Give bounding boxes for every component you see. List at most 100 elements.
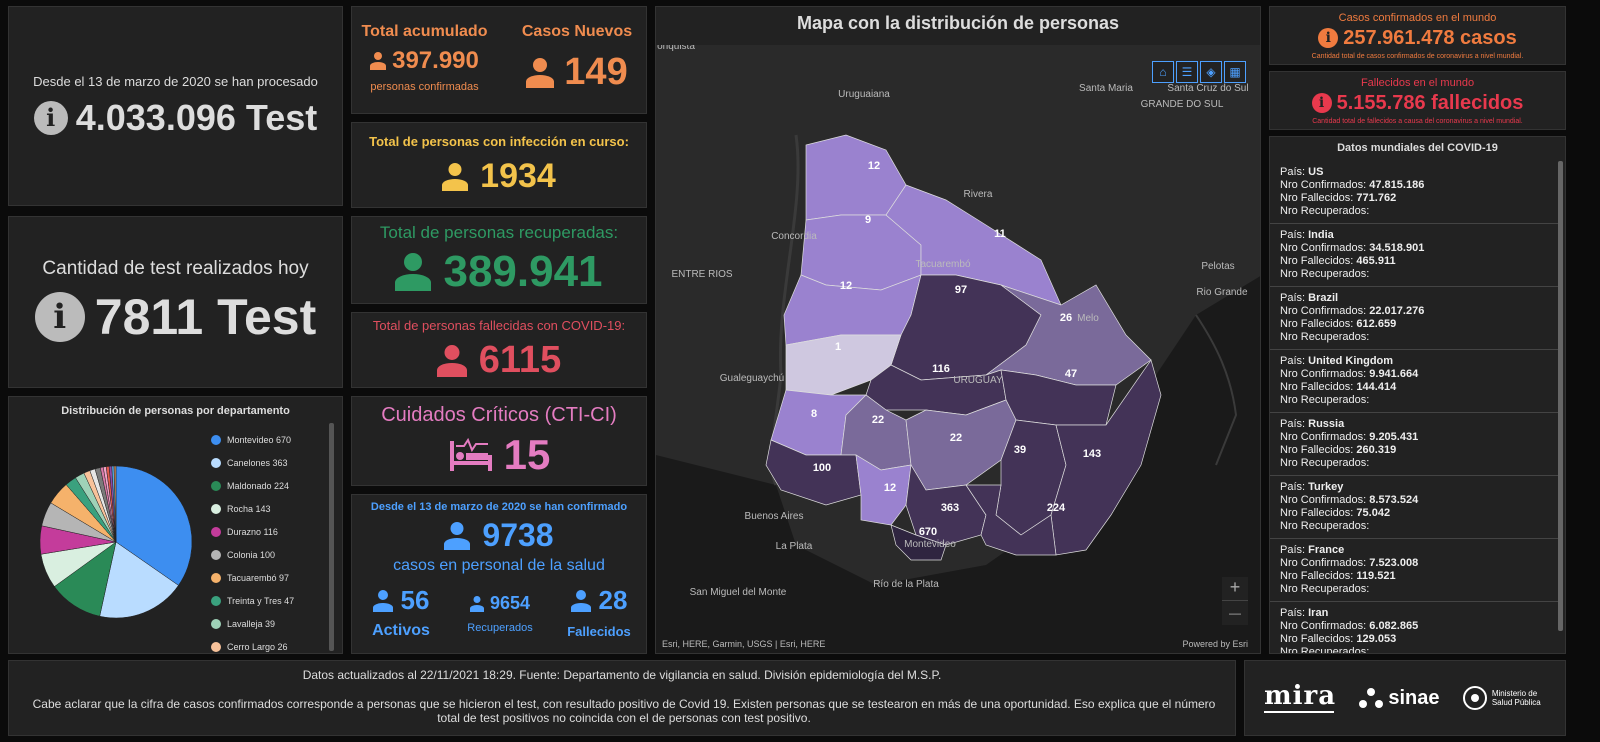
place-label: Melo <box>1077 313 1099 324</box>
country-field: Nro Confirmados: 8.573.524 <box>1280 494 1419 506</box>
chart-legend: Montevideo 670 Canelones 363 Maldonado 224… <box>211 428 321 653</box>
country-item[interactable]: País: Brazil Nro Confirmados: 22.017.276 N… <box>1270 287 1560 350</box>
info-icon: i <box>1318 28 1339 48</box>
country-item[interactable]: País: India Nro Confirmados: 34.518.901 Nr… <box>1270 224 1560 287</box>
info-icon: i <box>33 100 68 135</box>
layers-icon[interactable]: ◈ <box>1200 61 1222 83</box>
active-value: 1934 <box>480 157 556 195</box>
legend-item[interactable]: Montevideo 670 <box>211 428 321 451</box>
region-count-label: 39 <box>1014 444 1026 456</box>
health-staff-since: Desde el 13 de marzo de 2020 se han conf… <box>370 501 628 513</box>
active-panel: Total de personas con infección en curso… <box>351 122 647 208</box>
country-field: Nro Recuperados: <box>1280 457 1370 469</box>
country-field: Nro Confirmados: 6.082.865 <box>1280 620 1419 632</box>
recovered-title: Total de personas recuperadas: <box>379 223 619 242</box>
map-title: Mapa con la distribución de personas <box>656 7 1260 45</box>
country-item[interactable]: País: France Nro Confirmados: 7.523.008 Nr… <box>1270 539 1560 602</box>
country-item[interactable]: País: Russia Nro Confirmados: 9.205.431 Nr… <box>1270 413 1560 476</box>
country-field: Nro Recuperados: <box>1280 646 1370 654</box>
country-field: País: US <box>1280 166 1324 178</box>
legend-item[interactable]: Lavalleja 39 <box>211 612 321 635</box>
legend-item[interactable]: Rocha 143 <box>211 497 321 520</box>
country-field: Nro Confirmados: 7.523.008 <box>1280 557 1419 569</box>
country-item[interactable]: País: Turkey Nro Confirmados: 8.573.524 Nr… <box>1270 476 1560 539</box>
region-count-label: 12 <box>840 280 852 292</box>
deceased-value: 6115 <box>478 339 562 381</box>
legend-list-icon[interactable]: ☰ <box>1176 61 1198 83</box>
tests-today-label: Cantidad de test realizados hoy <box>42 258 309 279</box>
place-label: onquista <box>657 45 695 52</box>
zoom-in-button[interactable]: + <box>1222 577 1248 601</box>
staff-deceased-label: Fallecidos <box>567 624 631 639</box>
legend-item[interactable]: Durazno 116 <box>211 520 321 543</box>
legend-swatch <box>211 549 221 560</box>
country-list[interactable]: País: US Nro Confirmados: 47.815.186 Nro F… <box>1270 161 1560 654</box>
country-field: Nro Fallecidos: 75.042 <box>1280 507 1391 519</box>
legend-label: Colonia 100 <box>227 549 276 560</box>
country-field: País: Russia <box>1280 418 1345 430</box>
legend-label: Tacuarembó 97 <box>227 572 290 583</box>
country-field: Nro Fallecidos: 465.911 <box>1280 255 1396 267</box>
region-count-label: 26 <box>1060 312 1072 324</box>
place-label: Tacuarembó <box>915 259 970 270</box>
basemap-gallery-icon[interactable]: ▦ <box>1224 61 1246 83</box>
person-icon <box>372 589 393 612</box>
legend-scrollbar[interactable] <box>329 423 334 651</box>
country-item[interactable]: País: United Kingdom Nro Confirmados: 9.9… <box>1270 350 1560 413</box>
country-field: Nro Recuperados: <box>1280 331 1370 343</box>
map-controls: ⌂ ☰ ◈ ▦ <box>1150 61 1246 83</box>
country-item[interactable]: País: Iran Nro Confirmados: 6.082.865 Nro … <box>1270 602 1560 654</box>
staff-active-value: 56 <box>400 585 430 615</box>
place-label: La Plata <box>776 541 813 552</box>
deceased-title: Total de personas fallecidas con COVID-1… <box>372 318 626 333</box>
legend-item[interactable]: Cerro Largo 26 <box>211 635 321 653</box>
legend-item[interactable]: Colonia 100 <box>211 543 321 566</box>
footer-updated: Datos actualizados al 22/11/2021 18:29. … <box>302 668 942 682</box>
country-item[interactable]: País: US Nro Confirmados: 47.815.186 Nro F… <box>1270 161 1560 224</box>
country-field: Nro Fallecidos: 612.659 <box>1280 318 1397 330</box>
legend-item[interactable]: Canelones 363 <box>211 451 321 474</box>
country-field: País: France <box>1280 544 1345 556</box>
home-icon[interactable]: ⌂ <box>1152 61 1174 83</box>
country-field: Nro Fallecidos: 144.414 <box>1280 381 1397 393</box>
country-list-scrollbar[interactable] <box>1558 161 1563 631</box>
pie-slice[interactable] <box>99 541 179 619</box>
staff-recovered-value: 9654 <box>489 593 531 613</box>
legend-item[interactable]: Treinta y Tres 47 <box>211 589 321 612</box>
powered-by-esri[interactable]: Powered by Esri <box>1182 639 1248 649</box>
legend-label: Cerro Largo 26 <box>227 641 288 652</box>
world-deaths-title: Fallecidos en el mundo <box>1360 76 1475 89</box>
country-field: Nro Recuperados: <box>1280 520 1370 532</box>
world-confirmed-title: Casos confirmados en el mundo <box>1338 11 1497 24</box>
pie-slice[interactable] <box>115 465 193 586</box>
country-field: Nro Confirmados: 34.518.901 <box>1280 242 1425 254</box>
country-field: Nro Confirmados: 9.205.431 <box>1280 431 1419 443</box>
place-label: Montevideo <box>904 539 956 550</box>
legend-item[interactable]: Maldonado 224 <box>211 474 321 497</box>
info-icon: i <box>1311 93 1332 113</box>
legend-swatch <box>211 572 221 583</box>
pie-slice[interactable] <box>113 465 117 543</box>
legend-swatch <box>211 595 221 606</box>
critical-care-panel: Cuidados Críticos (CTI-CI) 15 <box>351 396 647 486</box>
place-label: Gualeguaychú <box>720 373 785 384</box>
dept-rocha <box>1050 359 1162 556</box>
msp-logo-text: Ministerio de Salud Pública <box>1491 689 1541 707</box>
world-confirmed-panel: Casos confirmados en el mundo i 257.961.… <box>1269 6 1566 65</box>
chart-title: Distribución de personas por departament… <box>61 405 290 417</box>
country-field: Nro Fallecidos: 129.053 <box>1280 633 1397 645</box>
legend-item[interactable]: Tacuarembó 97 <box>211 566 321 589</box>
legend-label: Rocha 143 <box>227 503 271 514</box>
legend-label: Durazno 116 <box>227 526 278 537</box>
zoom-out-button[interactable]: — <box>1222 601 1248 625</box>
info-icon: i <box>34 292 85 342</box>
legend-swatch <box>211 434 221 445</box>
msp-logo: Ministerio de Salud Pública <box>1462 683 1546 713</box>
uruguay-map[interactable]: 12 9 11 12 97 26 1 116 47 8 22 22 39 143 100 12 363 224 67… <box>656 45 1261 653</box>
map-attribution: Esri, HERE, Garmin, USGS | Esri, HERE <box>662 639 826 649</box>
country-field: Nro Recuperados: <box>1280 268 1370 280</box>
country-field: Nro Fallecidos: 119.521 <box>1280 570 1396 582</box>
map-region-labels: 12 9 11 12 97 26 1 116 47 8 22 22 39 143 100 12 363 224 67… <box>811 160 1101 538</box>
country-field: Nro Recuperados: <box>1280 205 1370 217</box>
world-deaths-sub: Cantidad total de fallecidos a causa del… <box>1312 117 1523 125</box>
